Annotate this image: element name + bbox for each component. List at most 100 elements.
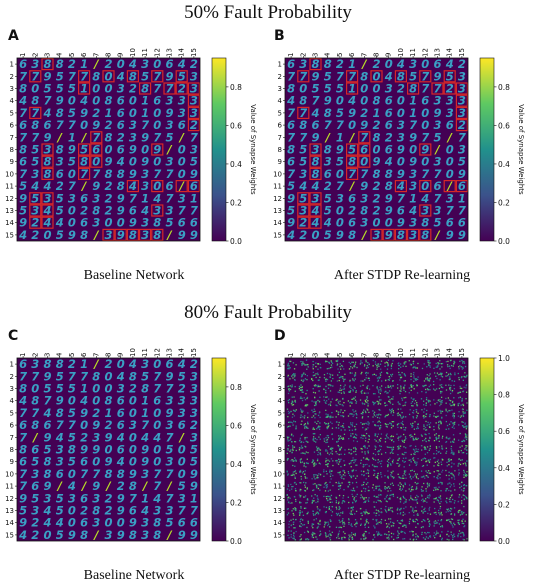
- digit-cell: 7: [153, 382, 161, 396]
- noise-pixel: [294, 441, 297, 443]
- noise-pixel: [331, 531, 333, 533]
- noise-pixel: [402, 440, 404, 443]
- noise-pixel: [374, 454, 377, 456]
- noise-pixel: [423, 414, 425, 417]
- noise-pixel: [392, 484, 394, 486]
- noise-pixel: [448, 539, 450, 541]
- noise-pixel: [439, 513, 441, 515]
- noise-pixel: [367, 392, 369, 394]
- noise-pixel: [354, 425, 356, 428]
- noise-pixel: [311, 416, 313, 419]
- y-tick-label: 11: [5, 183, 14, 191]
- noise-pixel: [465, 391, 468, 393]
- noise-pixel: [420, 494, 423, 496]
- noise-pixel: [374, 527, 376, 529]
- noise-pixel: [453, 422, 455, 424]
- noise-pixel: [311, 409, 313, 411]
- digit-cell: 0: [348, 118, 356, 132]
- noise-pixel: [304, 364, 306, 366]
- noise-pixel: [403, 453, 405, 456]
- noise-pixel: [348, 391, 350, 393]
- noise-pixel: [352, 489, 355, 491]
- digit-cell: 6: [80, 455, 88, 469]
- noise-pixel: [315, 536, 317, 538]
- noise-pixel: [374, 526, 376, 528]
- noise-pixel: [458, 368, 460, 370]
- noise-cell: [433, 518, 444, 528]
- colorbar: [479, 57, 495, 242]
- noise-pixel: [398, 402, 401, 405]
- noise-cell: [408, 360, 419, 369]
- noise-pixel: [360, 518, 362, 520]
- noise-pixel: [324, 482, 326, 485]
- noise-pixel: [371, 464, 374, 466]
- noise-pixel: [314, 374, 316, 376]
- noise-cell: [298, 505, 309, 516]
- noise-pixel: [349, 380, 351, 383]
- digit-cell: 0: [153, 418, 161, 432]
- noise-pixel: [462, 362, 464, 364]
- noise-pixel: [427, 512, 429, 515]
- digit-cell: 6: [348, 216, 356, 230]
- noise-cell: [286, 420, 297, 430]
- noise-pixel: [298, 385, 301, 388]
- noise-pixel: [340, 429, 342, 431]
- noise-pixel: [436, 532, 438, 534]
- noise-pixel: [425, 498, 427, 500]
- noise-pixel: [292, 518, 294, 520]
- digit-cell: 6: [287, 155, 295, 169]
- noise-pixel: [448, 489, 450, 492]
- noise-pixel: [447, 373, 450, 375]
- noise-pixel: [368, 465, 370, 467]
- heatmap-background: [17, 58, 200, 241]
- noise-pixel: [465, 376, 467, 379]
- noise-pixel: [375, 520, 378, 522]
- noise-pixel: [414, 366, 416, 368]
- digit-cell: 4: [396, 179, 405, 193]
- noise-pixel: [420, 398, 423, 400]
- noise-pixel: [291, 440, 293, 443]
- noise-pixel: [299, 511, 301, 514]
- noise-pixel: [399, 403, 401, 406]
- noise-pixel: [343, 501, 346, 503]
- digit-cell: 3: [178, 394, 186, 408]
- noise-cell: [457, 396, 468, 407]
- noise-pixel: [330, 458, 333, 460]
- digit-cell: 4: [152, 430, 161, 444]
- noise-pixel: [355, 500, 357, 502]
- x-tick-label: 4: [324, 52, 332, 57]
- noise-pixel: [390, 446, 392, 449]
- noise-pixel: [343, 478, 345, 480]
- noise-pixel: [373, 412, 375, 415]
- noise-pixel: [300, 505, 302, 508]
- noise-cell: [347, 493, 358, 504]
- noise-pixel: [311, 461, 313, 464]
- noise-pixel: [325, 441, 327, 444]
- noise-pixel: [373, 474, 375, 476]
- noise-pixel: [349, 405, 351, 407]
- digit-cell: 0: [153, 406, 161, 420]
- noise-pixel: [348, 521, 350, 524]
- noise-pixel: [344, 384, 346, 386]
- noise-pixel: [366, 521, 368, 523]
- digit-cell: 3: [458, 106, 466, 120]
- noise-pixel: [339, 411, 341, 413]
- noise-pixel: [287, 425, 290, 428]
- noise-pixel: [392, 493, 394, 496]
- noise-pixel: [317, 501, 319, 503]
- noise-pixel: [324, 450, 327, 452]
- digit-cell: 6: [458, 179, 466, 193]
- noise-pixel: [330, 364, 333, 366]
- noise-pixel: [316, 449, 318, 451]
- digit-cell: 2: [104, 418, 112, 432]
- digit-cell: 7: [190, 204, 198, 218]
- digit-cell: 8: [92, 369, 100, 383]
- digit-cell: 4: [18, 94, 27, 108]
- noise-pixel: [401, 439, 403, 442]
- digit-cell: 5: [68, 430, 76, 444]
- x-tick-label: 13: [434, 348, 442, 357]
- digit-cell: /: [92, 57, 99, 71]
- noise-pixel: [457, 404, 459, 407]
- noise-pixel: [458, 458, 460, 460]
- noise-cell: [398, 371, 407, 382]
